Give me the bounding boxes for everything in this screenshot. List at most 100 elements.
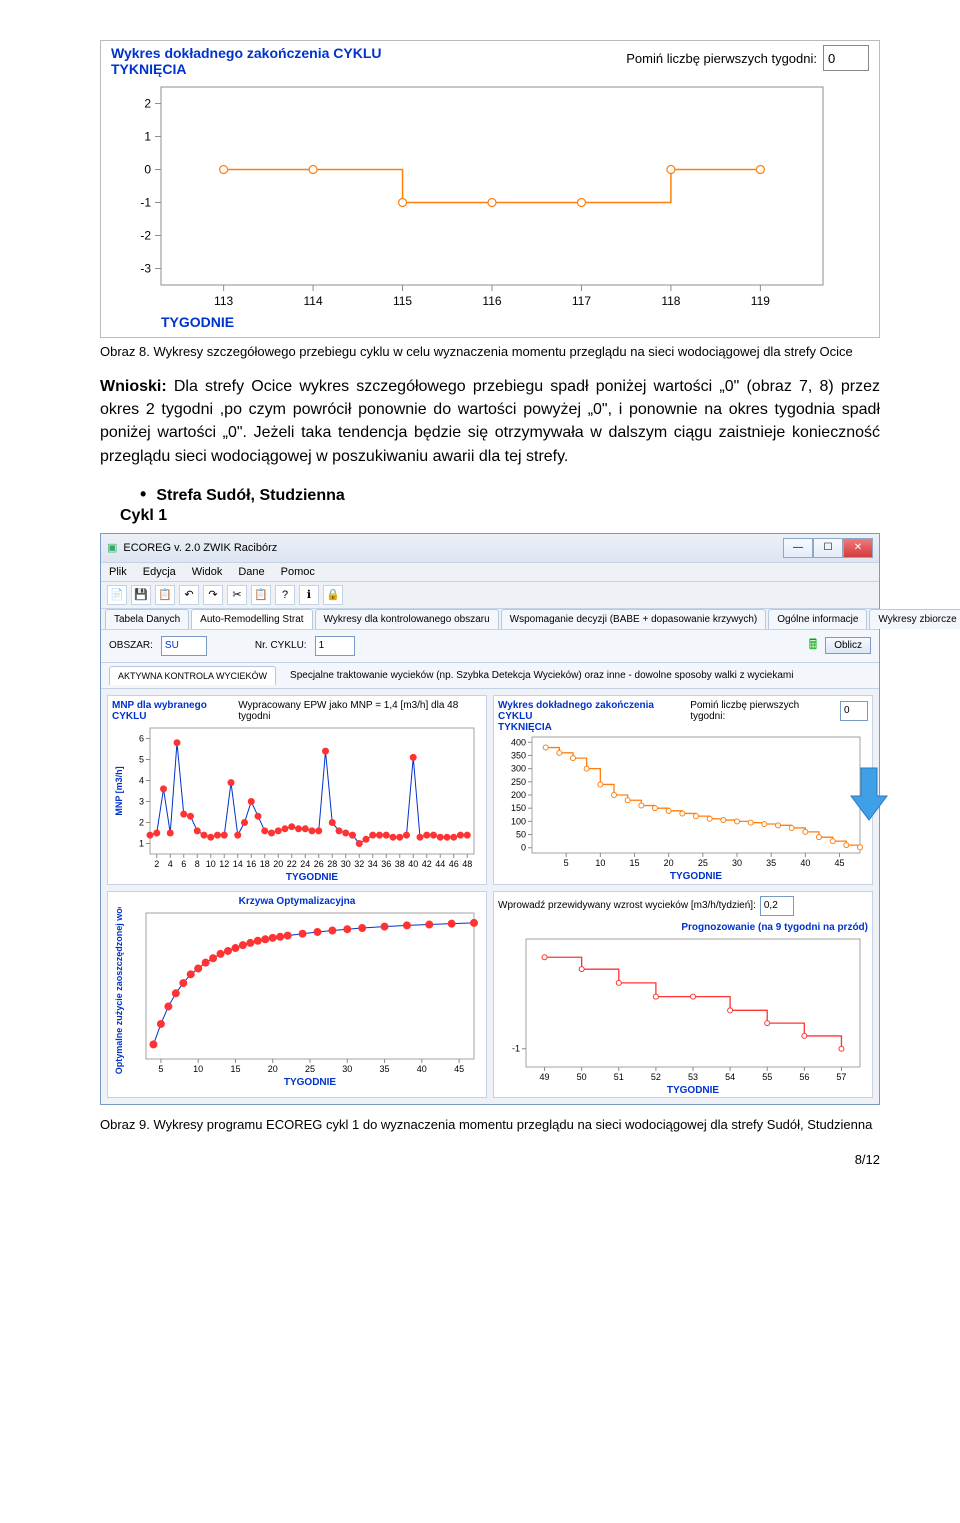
calc-icon: 🖩 [809, 634, 817, 658]
svg-text:116: 116 [482, 294, 501, 308]
app-icon: ▣ [107, 541, 117, 554]
toolbar-icon[interactable]: 📄 [107, 585, 127, 605]
chart-fc-toplabel: Wprowadź przewidywany wzrost wycieków [m… [498, 900, 756, 911]
subtabs: AKTYWNA KONTROLA WYCIEKÓW Specjalne trak… [101, 663, 879, 689]
svg-text:53: 53 [688, 1072, 698, 1082]
menu-item[interactable]: Widok [192, 566, 223, 578]
svg-text:113: 113 [214, 294, 233, 308]
svg-text:56: 56 [799, 1072, 809, 1082]
svg-text:25: 25 [305, 1064, 315, 1074]
minimize-button[interactable]: — [783, 538, 813, 558]
tab[interactable]: Wspomaganie decyzji (BABE + dopasowanie … [501, 609, 767, 629]
svg-text:3: 3 [139, 796, 144, 806]
svg-text:400: 400 [511, 737, 526, 747]
svg-text:45: 45 [454, 1064, 464, 1074]
chart-fc-topinput[interactable] [760, 896, 794, 916]
toolbar-icon[interactable]: ? [275, 585, 295, 605]
toolbar-icon[interactable]: 📋 [251, 585, 271, 605]
svg-text:5: 5 [158, 1064, 163, 1074]
chart-mnp-svg: 1234562468101214161820222426283032343638… [112, 722, 482, 882]
svg-text:2: 2 [144, 97, 151, 111]
svg-text:2: 2 [139, 817, 144, 827]
svg-text:16: 16 [246, 859, 256, 869]
caption-top: Obraz 8. Wykresy szczegółowego przebiegu… [100, 344, 880, 359]
svg-text:22: 22 [287, 859, 297, 869]
skip-weeks-label: Pomiń liczbę pierwszych tygodni: [626, 51, 817, 66]
svg-text:TYGODNIE: TYGODNIE [161, 314, 234, 330]
subtab-active[interactable]: AKTYWNA KONTROLA WYCIEKÓW [109, 666, 276, 685]
svg-text:40: 40 [417, 1064, 427, 1074]
page-number: 8/12 [100, 1152, 880, 1167]
tab[interactable]: Wykresy dla kontrolowanego obszaru [315, 609, 499, 629]
chart-cycle-end-svg: 0501001502002503003504005101520253035404… [498, 733, 868, 881]
svg-text:50: 50 [516, 829, 526, 839]
svg-text:4: 4 [168, 859, 173, 869]
svg-text:40: 40 [800, 858, 810, 868]
chart-ce-title2: TYKNIĘCIA [498, 722, 690, 733]
blue-arrow-icon [849, 766, 889, 822]
skip-weeks-input[interactable] [823, 45, 869, 71]
toolbar-icon[interactable]: ✂ [227, 585, 247, 605]
svg-text:-3: -3 [140, 262, 151, 276]
menu-item[interactable]: Plik [109, 566, 127, 578]
svg-text:250: 250 [511, 777, 526, 787]
svg-text:34: 34 [368, 859, 378, 869]
body-paragraph: Wnioski: Dla strefy Ocice wykres szczegó… [100, 375, 880, 468]
svg-text:119: 119 [751, 294, 770, 308]
svg-text:18: 18 [260, 859, 270, 869]
tab[interactable]: Auto-Remodelling Strat [191, 609, 312, 629]
menu-item[interactable]: Edycja [143, 566, 176, 578]
svg-text:8: 8 [195, 859, 200, 869]
svg-text:350: 350 [511, 750, 526, 760]
svg-text:15: 15 [629, 858, 639, 868]
svg-text:MNP [m3/h]: MNP [m3/h] [114, 766, 124, 815]
svg-text:44: 44 [435, 859, 445, 869]
zone-heading: Strefa Sudół, Studzienna [140, 484, 880, 505]
svg-text:32: 32 [354, 859, 364, 869]
toolbar-icon[interactable]: 💾 [131, 585, 151, 605]
svg-text:114: 114 [304, 294, 323, 308]
svg-text:42: 42 [422, 859, 432, 869]
tab[interactable]: Wykresy zbiorcze [869, 609, 960, 629]
svg-text:300: 300 [511, 763, 526, 773]
toolbar-icon[interactable]: 🔒 [323, 585, 343, 605]
top-step-chart: -3-2-1012113114115116117118119TYGODNIE [101, 77, 843, 337]
cyklu-input[interactable] [315, 636, 355, 656]
maximize-button[interactable]: ☐ [813, 538, 843, 558]
window-title: ECOREG v. 2.0 ZWIK Racibórz [123, 542, 277, 554]
menu-item[interactable]: Pomoc [281, 566, 315, 578]
chart-mnp-sublabel: Wypracowany EPW jako MNP = 1,4 [m3/h] dl… [238, 700, 482, 722]
close-button[interactable]: ✕ [843, 538, 873, 558]
top-chart-title-1: Wykres dokładnego zakończenia CYKLU [111, 45, 381, 61]
svg-text:48: 48 [462, 859, 472, 869]
cycle-heading: Cykl 1 [120, 507, 880, 525]
toolbar-icon[interactable]: 📋 [155, 585, 175, 605]
svg-text:6: 6 [139, 733, 144, 743]
ecoreg-window: ▣ ECOREG v. 2.0 ZWIK Racibórz — ☐ ✕ Plik… [100, 533, 880, 1105]
chart-ce-title1: Wykres dokładnego zakończenia CYKLU [498, 700, 690, 722]
chart-ce-skip-input[interactable] [840, 701, 868, 721]
tab[interactable]: Tabela Danych [105, 609, 189, 629]
top-chart-title-2: TYKNIĘCIA [111, 61, 381, 77]
toolbar-icon[interactable]: ↶ [179, 585, 199, 605]
toolbar-icon[interactable]: ↷ [203, 585, 223, 605]
svg-text:51: 51 [614, 1072, 624, 1082]
svg-text:36: 36 [381, 859, 391, 869]
svg-text:24: 24 [300, 859, 310, 869]
toolbar-icon[interactable]: ℹ [299, 585, 319, 605]
tab[interactable]: Ogólne informacje [768, 609, 867, 629]
chart-cycle-end: Wykres dokładnego zakończenia CYKLU TYKN… [493, 695, 873, 885]
obszar-label: OBSZAR: [109, 640, 153, 651]
svg-text:54: 54 [725, 1072, 735, 1082]
chart-forecast: Wprowadź przewidywany wzrost wycieków [m… [493, 891, 873, 1098]
menu-item[interactable]: Dane [238, 566, 264, 578]
obszar-input[interactable] [161, 636, 207, 656]
svg-text:0: 0 [521, 842, 526, 852]
oblicz-button[interactable]: Oblicz [825, 637, 871, 654]
svg-text:35: 35 [380, 1064, 390, 1074]
svg-text:118: 118 [661, 294, 680, 308]
svg-text:10: 10 [193, 1064, 203, 1074]
svg-text:25: 25 [698, 858, 708, 868]
svg-text:40: 40 [408, 859, 418, 869]
svg-text:TYGODNIE: TYGODNIE [670, 871, 723, 881]
